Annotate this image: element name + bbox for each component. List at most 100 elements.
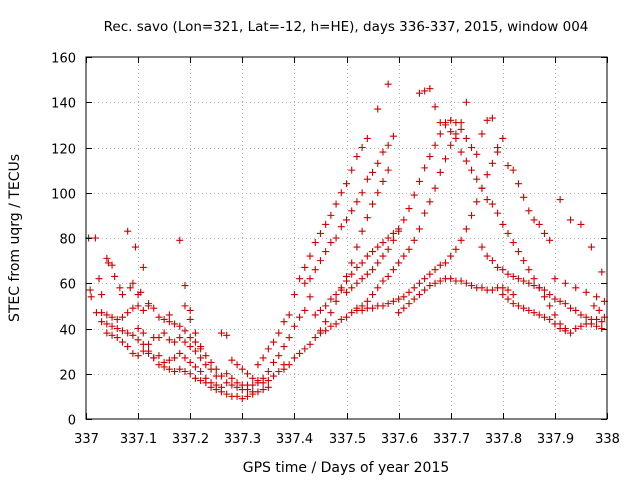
data-point: [389, 297, 397, 305]
data-point: [530, 275, 538, 283]
y-tick-labels: 0 20 40 60 80 100 120 140 160: [51, 52, 76, 429]
data-point: [104, 259, 112, 267]
data-point: [462, 134, 470, 142]
data-point: [384, 166, 392, 174]
data-point: [514, 248, 522, 256]
data-point: [223, 331, 231, 339]
data-point: [400, 304, 408, 312]
data-point: [540, 286, 548, 294]
data-point: [113, 315, 121, 323]
data-point: [134, 336, 142, 344]
data-point: [358, 275, 366, 283]
data-point: [176, 334, 184, 342]
data-point: [176, 236, 184, 244]
data-point: [145, 340, 153, 348]
data-point: [457, 236, 465, 244]
data-point: [540, 313, 548, 321]
data-point: [431, 184, 439, 192]
data-point: [400, 293, 408, 301]
data-point: [374, 105, 382, 113]
data-point: [249, 374, 257, 382]
data-point: [520, 257, 528, 265]
data-point: [197, 367, 205, 375]
data-point: [374, 243, 382, 251]
data-point: [415, 177, 423, 185]
data-point: [514, 302, 522, 310]
data-point: [598, 318, 606, 326]
data-point: [540, 229, 548, 237]
data-point: [254, 379, 262, 387]
data-point: [301, 306, 309, 314]
x-tick-label: 337.3: [224, 432, 261, 447]
data-point: [488, 257, 496, 265]
x-tick-label: 337.6: [381, 432, 418, 447]
data-point: [561, 279, 569, 287]
data-point: [431, 141, 439, 149]
data-point: [400, 216, 408, 224]
data-point: [384, 272, 392, 280]
data-point: [369, 304, 377, 312]
data-point: [514, 180, 522, 188]
data-point: [462, 157, 470, 165]
data-point: [462, 225, 470, 233]
data-point: [395, 295, 403, 303]
data-point: [217, 372, 225, 380]
data-point: [296, 275, 304, 283]
data-point: [426, 270, 434, 278]
data-point: [447, 275, 455, 283]
x-tick-label: 337.8: [485, 432, 522, 447]
data-point: [363, 270, 371, 278]
data-point: [197, 354, 205, 362]
data-point: [165, 318, 173, 326]
data-point: [509, 239, 517, 247]
data-point: [275, 367, 283, 375]
data-point: [384, 234, 392, 242]
data-point: [186, 315, 194, 323]
data-point: [494, 209, 502, 217]
data-point: [150, 304, 158, 312]
data-point: [483, 171, 491, 179]
data-point: [171, 338, 179, 346]
data-point: [509, 272, 517, 280]
data-point: [369, 168, 377, 176]
data-point: [441, 259, 449, 267]
data-point: [306, 252, 314, 260]
data-point: [431, 279, 439, 287]
data-point: [421, 209, 429, 217]
data-point: [598, 325, 606, 332]
data-point: [311, 311, 319, 319]
data-point: [301, 263, 309, 271]
data-point: [103, 329, 111, 337]
data-point: [311, 266, 319, 274]
data-point: [410, 284, 418, 292]
data-point: [343, 277, 350, 285]
data-point: [327, 309, 335, 317]
data-point: [228, 356, 236, 364]
data-point: [259, 374, 267, 382]
data-point: [520, 277, 528, 285]
x-tick-label: 337.9: [537, 432, 574, 447]
data-point: [369, 266, 377, 274]
data-point: [176, 349, 184, 357]
data-point: [202, 352, 210, 360]
data-point: [228, 381, 236, 389]
data-point: [595, 306, 603, 314]
data-point: [301, 345, 309, 353]
data-point: [285, 361, 293, 369]
data-point: [499, 284, 507, 292]
data-point: [546, 315, 554, 323]
data-point: [509, 300, 517, 308]
data-point: [389, 266, 397, 274]
data-point: [191, 374, 199, 382]
data-point: [337, 189, 345, 197]
data-point: [322, 220, 330, 228]
data-point: [572, 284, 580, 292]
data-point: [171, 320, 179, 328]
data-point: [358, 144, 366, 151]
data-point: [264, 383, 272, 391]
data-point: [285, 311, 293, 319]
data-point: [546, 291, 554, 299]
data-point: [389, 132, 397, 140]
data-point: [577, 322, 585, 330]
data-point: [478, 130, 486, 138]
